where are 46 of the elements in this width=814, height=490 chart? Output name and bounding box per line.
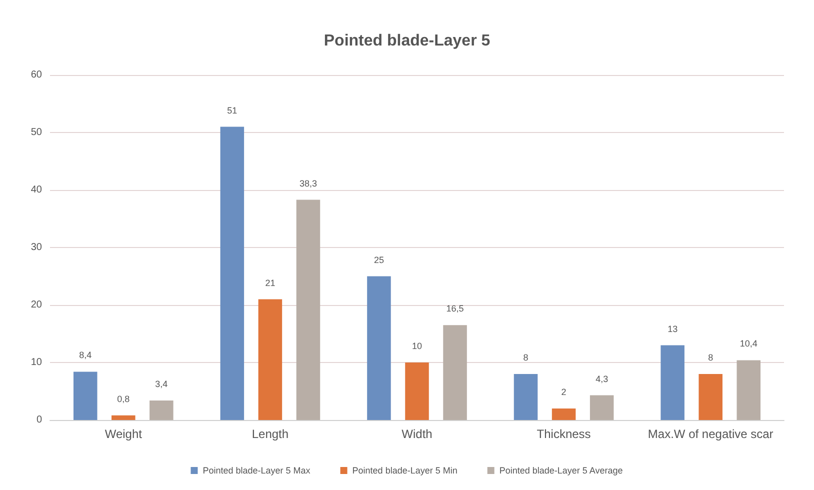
bar: [220, 126, 244, 420]
y-tick-label: 20: [30, 300, 42, 310]
x-tick-label: Max.W of negative scar: [648, 427, 774, 441]
bar: [736, 360, 761, 420]
data-label: 10,4: [740, 338, 758, 349]
y-tick-label: 60: [30, 70, 42, 80]
x-tick-label: Thickness: [536, 427, 591, 441]
y-tick-label: 50: [30, 127, 42, 138]
bar: [258, 299, 282, 420]
bar: [514, 374, 538, 420]
bar: [296, 200, 320, 420]
chart-title: Pointed blade-Layer 5: [324, 32, 490, 50]
data-label: 4,3: [596, 374, 608, 384]
y-tick-label: 0: [36, 414, 42, 426]
data-label: 8,4: [79, 350, 92, 360]
legend-label: Pointed blade-Layer 5 Max: [202, 466, 311, 476]
bar: [552, 408, 576, 420]
data-label: 3,4: [155, 378, 168, 389]
data-label: 25: [374, 254, 384, 265]
legend-label: Pointed blade-Layer 5 Average: [499, 466, 623, 476]
y-tick-label: 40: [30, 184, 42, 196]
bar: [112, 415, 136, 420]
bar: [405, 362, 429, 420]
y-tick-label: 30: [30, 242, 42, 253]
bar: [150, 400, 174, 420]
bar: [590, 395, 614, 420]
bar: [660, 345, 684, 420]
data-label: 2: [561, 387, 566, 397]
bar: [367, 276, 391, 420]
bar: [443, 325, 467, 420]
data-label: 10: [412, 341, 422, 351]
data-label: 16,5: [446, 304, 464, 314]
x-tick-label: Weight: [104, 427, 143, 441]
y-tick-label: 10: [30, 357, 42, 368]
bar: [698, 374, 722, 420]
bar: [73, 372, 98, 420]
data-label: 13: [668, 324, 678, 334]
x-tick-label: Length: [252, 427, 289, 441]
x-tick-label: Width: [402, 427, 432, 441]
legend-label: Pointed blade-Layer 5 Min: [352, 466, 458, 476]
data-label: 8: [523, 352, 528, 362]
data-label: 0,8: [117, 394, 130, 404]
data-label: 21: [265, 278, 276, 288]
data-label: 51: [227, 105, 238, 116]
data-label: 38,3: [299, 178, 317, 188]
data-label: 8: [708, 352, 714, 362]
